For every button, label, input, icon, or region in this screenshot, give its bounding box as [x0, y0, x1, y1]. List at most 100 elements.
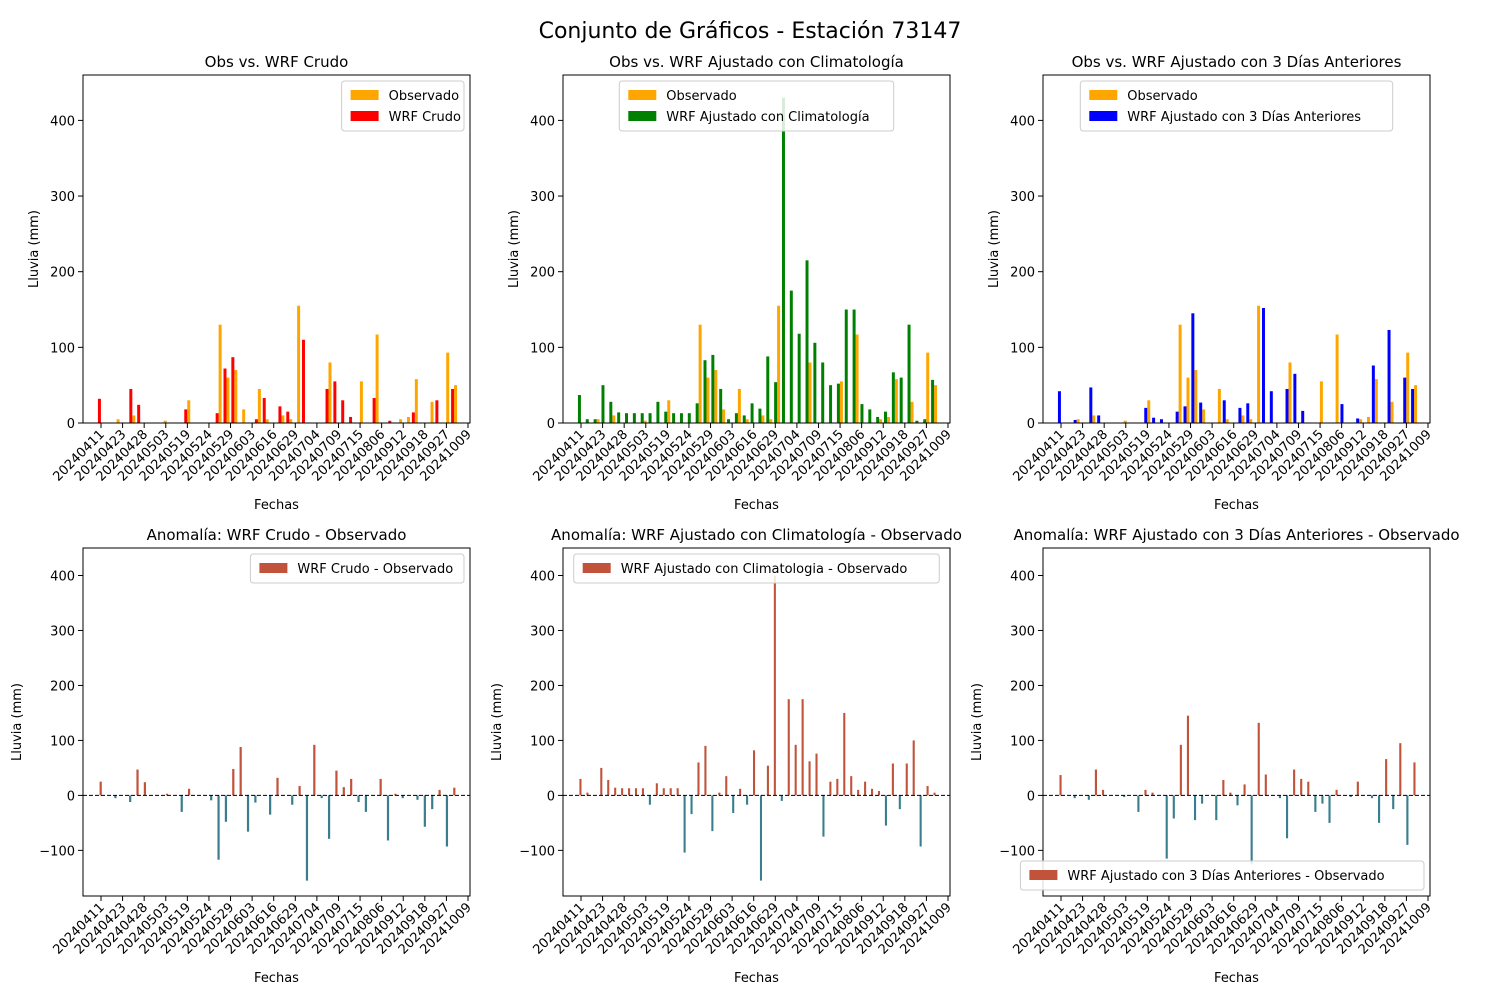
bar-model: [372, 398, 376, 423]
bar-anomalia: [1137, 795, 1140, 812]
bar-anomalia: [1314, 795, 1317, 812]
bar-anomalia: [143, 782, 146, 796]
bar-model: [215, 413, 219, 423]
bar-anomalia: [1285, 795, 1289, 839]
bar-anomalia: [335, 770, 338, 796]
y-tick-label: 200: [50, 266, 75, 281]
bar-model: [609, 401, 613, 423]
bar-anomalia: [628, 788, 631, 796]
bar-anomalia: [1335, 789, 1338, 796]
bar-observado: [1390, 401, 1394, 423]
bar-anomalia: [864, 781, 867, 796]
bar-model: [719, 388, 723, 423]
bar-anomalia: [641, 788, 644, 796]
y-tick-label: 400: [1010, 114, 1035, 129]
chart-panel-1: Obs vs. WRF Crudo 0 100 200 300 400 Lluvia (mm…: [27, 53, 475, 513]
bar-model: [891, 372, 895, 423]
bar-observado: [667, 400, 671, 423]
bar-anomalia: [607, 780, 610, 796]
bar-model: [727, 419, 731, 423]
bar-anomalia: [1123, 795, 1126, 798]
bar-anomalia: [1172, 795, 1175, 819]
bar-observado: [839, 381, 843, 423]
bar-observado: [808, 362, 812, 423]
bar-anomalia: [905, 763, 908, 796]
bar-anomalia: [669, 788, 672, 796]
bar-observado: [1319, 381, 1323, 423]
bar-anomalia: [1300, 778, 1303, 796]
bar-anomalia: [1370, 795, 1374, 799]
bar-model: [672, 413, 676, 423]
y-tick-label: 200: [1010, 266, 1035, 281]
bar-anomalia: [291, 795, 294, 805]
bar-observado: [737, 388, 741, 423]
bar-observado: [894, 379, 898, 423]
bar-model: [278, 406, 282, 423]
bar-anomalia: [725, 776, 728, 796]
y-tick-label: 200: [50, 679, 75, 694]
bar-model: [577, 395, 581, 423]
bar-observado: [399, 419, 403, 423]
bar-observado: [328, 362, 332, 423]
bar-anomalia: [438, 789, 441, 796]
bar-observado: [1194, 370, 1198, 423]
bar-anomalia: [1229, 792, 1232, 796]
bar-anomalia: [210, 795, 213, 801]
bar-anomalia: [224, 795, 228, 822]
bar-model: [656, 401, 660, 423]
y-tick-label: 0: [1027, 789, 1035, 804]
bar-anomalia: [136, 769, 139, 796]
bar-observado: [714, 370, 718, 423]
bar-anomalia: [794, 744, 797, 796]
y-tick-label: 100: [1010, 734, 1035, 749]
bar-anomalia: [752, 750, 756, 796]
bar-anomalia: [648, 795, 651, 805]
bar-observado: [698, 324, 702, 423]
bar-observado: [226, 377, 230, 423]
bar-observado: [769, 419, 773, 423]
bar-observado: [289, 419, 293, 423]
bar-model: [325, 388, 329, 423]
y-tick-label: 0: [547, 789, 555, 804]
bar-model: [301, 339, 305, 423]
bar-anomalia: [1399, 743, 1402, 796]
bar-model: [876, 416, 880, 423]
bar-anomalia: [165, 793, 169, 796]
bar-anomalia: [1250, 795, 1253, 865]
bar-anomalia: [1073, 795, 1076, 799]
bar-observado: [1414, 385, 1418, 423]
y-tick-label: 400: [50, 114, 75, 129]
bar-model: [1073, 419, 1077, 423]
bar-observado: [414, 379, 418, 423]
bar-model: [860, 404, 864, 423]
bar-model: [734, 413, 738, 423]
bar-model: [750, 403, 754, 423]
legend: Observado WRF Ajustado con 3 Días Anterio…: [1079, 80, 1394, 132]
bar-model: [435, 400, 439, 423]
bar-model: [97, 398, 101, 423]
bar-anomalia: [579, 778, 582, 796]
bar-model: [341, 400, 345, 423]
bar-anomalia: [327, 795, 331, 839]
bar-anomalia: [239, 747, 242, 796]
bar-anomalia: [1385, 759, 1388, 796]
bar-anomalia: [1328, 795, 1331, 823]
bar-anomalia: [114, 795, 117, 799]
bar-observado: [446, 352, 450, 423]
bar-anomalia: [614, 787, 617, 796]
legend-swatch: [1029, 870, 1058, 880]
bar-model: [640, 413, 644, 423]
plot-frame: [1042, 74, 1431, 424]
bar-model: [742, 415, 746, 423]
y-tick-label: 0: [67, 417, 75, 432]
y-tick-label: 300: [1010, 190, 1035, 205]
legend-label: WRF Ajustado con Climatologia - Observad…: [621, 562, 908, 577]
bar-anomalia: [1094, 769, 1097, 796]
bar-model: [868, 409, 872, 423]
bar-model: [836, 383, 840, 423]
bar-anomalia: [822, 795, 825, 837]
legend-swatch: [1089, 90, 1118, 100]
bar-observado: [406, 416, 410, 423]
bar-observado: [234, 370, 238, 423]
bar-anomalia: [655, 783, 658, 796]
